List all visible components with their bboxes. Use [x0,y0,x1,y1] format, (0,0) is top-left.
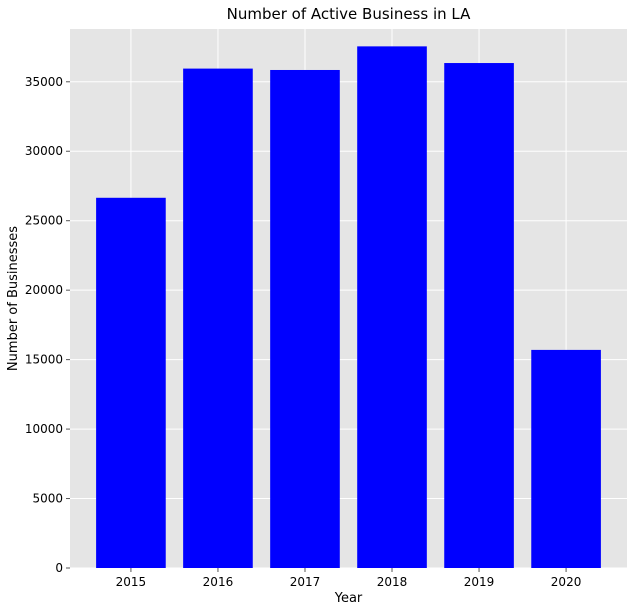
x-tick-label: 2018 [377,575,408,589]
bar-2020 [531,349,601,568]
y-axis-ticks: 0 5000 10000 15000 20000 25000 30000 35000 [25,75,70,575]
y-tick-label: 35000 [25,75,63,89]
y-tick-label: 25000 [25,214,63,228]
x-tick-label: 2020 [551,575,582,589]
y-tick-label: 10000 [25,422,63,436]
x-tick-label: 2019 [464,575,495,589]
y-tick-label: 20000 [25,283,63,297]
x-tick-label: 2015 [116,575,147,589]
y-axis-label: Number of Businesses [6,226,21,371]
bar-2017 [270,69,340,569]
chart-title: Number of Active Business in LA [227,5,471,23]
y-tick-label: 15000 [25,353,63,367]
bar-2015 [96,197,166,568]
x-axis-label: Year [334,591,363,606]
x-axis-ticks: 2015 2016 2017 2018 2019 2020 [116,568,582,589]
bars [96,46,601,569]
x-tick-label: 2016 [203,575,234,589]
bar-2018 [357,46,427,569]
y-tick-label: 30000 [25,144,63,158]
y-tick-label: 0 [55,561,63,575]
bar-2016 [183,68,253,568]
y-tick-label: 5000 [32,492,63,506]
bar-2019 [444,63,514,569]
x-tick-label: 2017 [290,575,321,589]
